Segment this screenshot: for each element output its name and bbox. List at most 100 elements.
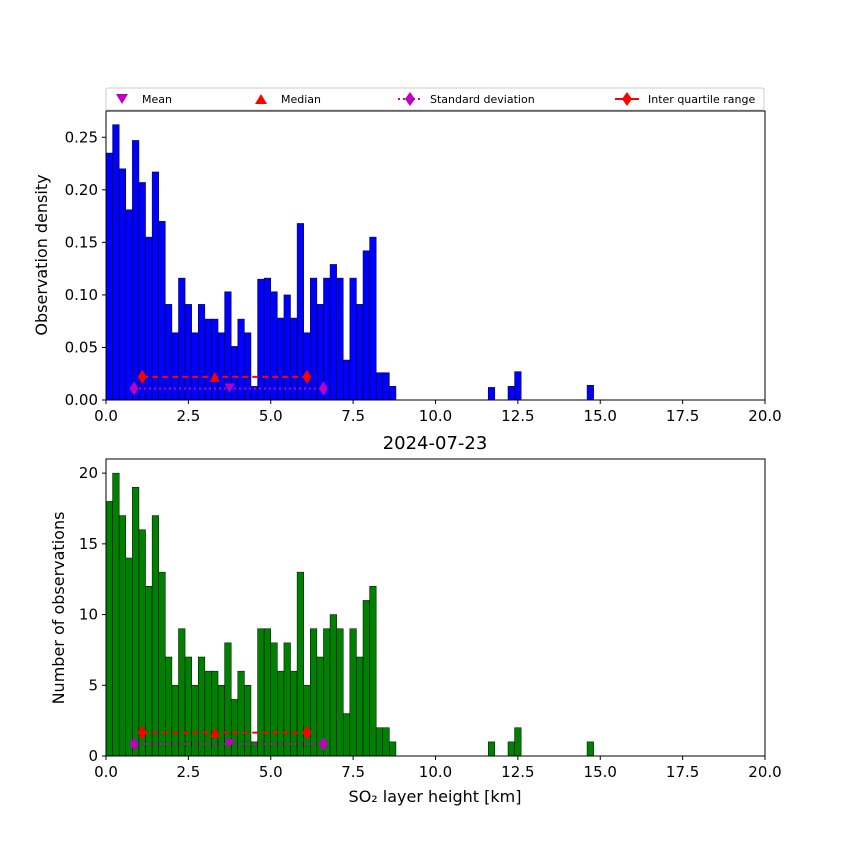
count-bar: [375, 727, 384, 757]
density-bar: [230, 346, 239, 401]
count-bar: [507, 741, 515, 757]
count-bar: [237, 670, 245, 757]
density-y-tick-label: 0.00: [65, 391, 98, 409]
count-bar: [349, 628, 357, 757]
density-mean-marker: [224, 383, 235, 393]
density-y-axis-label: Observation density: [32, 174, 51, 335]
density-bar: [165, 304, 173, 401]
density-y-tick-label: 0.25: [65, 128, 98, 146]
density-bar: [158, 221, 166, 401]
count-bar: [356, 656, 364, 757]
density-bar: [257, 278, 265, 401]
density-histogram-panel: 0.0 2.5 5.0 7.5 10.0 12.5 15.0 17.5 20.0 0.000.0…: [32, 110, 782, 425]
count-bar: [244, 685, 252, 757]
count-bar: [165, 656, 173, 757]
density-bar: [514, 371, 522, 401]
count-std-marker: [318, 736, 328, 751]
count-bar: [151, 515, 159, 757]
density-bar: [138, 182, 146, 401]
density-x-tick-label: 0.0: [94, 407, 118, 425]
count-bar: [145, 586, 153, 757]
density-x-tick-label: 5.0: [259, 407, 283, 425]
density-std-marker: [129, 381, 139, 396]
density-bar: [336, 277, 344, 401]
density-bar: [586, 385, 594, 401]
density-bar: [389, 386, 397, 401]
count-bar: [138, 529, 146, 757]
density-bar: [132, 140, 140, 401]
count-bar: [105, 501, 113, 757]
density-bar: [356, 304, 364, 401]
count-x-ticks: 0.0 2.5 5.0 7.5 10.0 12.5 15.0 17.5 20.0: [94, 756, 782, 781]
count-y-tick-label: 15: [79, 535, 98, 553]
density-bar: [507, 386, 515, 401]
count-bar: [112, 472, 120, 757]
count-iqr-marker: [302, 725, 312, 740]
density-bar: [270, 291, 278, 401]
count-y-tick-label: 5: [88, 676, 98, 694]
density-std-marker: [318, 381, 328, 396]
density-statistics: [129, 369, 328, 396]
count-x-tick-label: 10.0: [419, 763, 452, 781]
density-bar: [105, 152, 113, 401]
count-x-tick-label: 15.0: [584, 763, 617, 781]
count-x-tick-label: 17.5: [666, 763, 699, 781]
count-x-tick-label: 0.0: [94, 763, 118, 781]
count-median-marker: [209, 727, 220, 738]
legend-frame: [105, 87, 765, 111]
count-x-tick-label: 20.0: [748, 763, 781, 781]
density-bar: [310, 277, 318, 401]
count-bar: [382, 727, 390, 757]
density-x-tick-label: 7.5: [341, 407, 365, 425]
density-x-tick-label: 15.0: [584, 407, 617, 425]
count-bar: [198, 656, 206, 757]
density-iqr-marker: [302, 369, 312, 384]
count-bar: [125, 557, 133, 757]
count-bar: [303, 685, 311, 757]
density-bar: [145, 236, 153, 401]
density-bar: [349, 277, 357, 401]
legend-mean-marker: [116, 94, 128, 104]
count-bar: [389, 741, 397, 757]
legend-std-label: Standard deviation: [430, 93, 535, 106]
density-bar: [244, 332, 252, 401]
count-bar: [369, 586, 377, 757]
count-bar: [132, 487, 140, 757]
density-x-tick-label: 12.5: [501, 407, 534, 425]
count-bar: [178, 628, 186, 757]
density-x-tick-label: 2.5: [176, 407, 200, 425]
count-bar: [158, 571, 166, 757]
density-y-tick-label: 0.10: [65, 286, 98, 304]
density-y-tick-label: 0.05: [65, 338, 98, 356]
count-y-tick-label: 10: [79, 606, 98, 624]
count-x-tick-label: 2.5: [176, 763, 200, 781]
count-bar: [283, 642, 291, 757]
count-iqr-marker: [137, 725, 147, 740]
count-x-tick-label: 7.5: [341, 763, 365, 781]
legend-iqr-marker: [622, 92, 632, 106]
density-bar: [178, 277, 186, 401]
density-bar: [184, 304, 192, 401]
density-bar: [263, 277, 272, 401]
density-bar: [151, 171, 159, 401]
count-std-marker: [129, 736, 139, 751]
density-bar: [191, 332, 199, 401]
count-bar: [362, 600, 370, 757]
density-bar: [290, 317, 298, 401]
count-chart-title: 2024-07-23: [383, 433, 488, 454]
legend-median-label: Median: [281, 93, 321, 106]
count-y-tick-label: 0: [88, 747, 98, 765]
count-y-tick-label: 20: [79, 464, 98, 482]
count-bar: [191, 685, 199, 757]
count-bar: [342, 713, 351, 757]
count-bar: [310, 628, 318, 757]
density-bar: [487, 387, 496, 401]
density-median-marker: [209, 371, 220, 382]
count-bar: [487, 741, 496, 757]
density-bar: [171, 332, 179, 401]
density-bar: [369, 236, 377, 401]
count-x-tick-label: 5.0: [259, 763, 283, 781]
density-bar: [303, 332, 311, 401]
density-bar: [382, 372, 390, 401]
density-bar: [375, 372, 384, 401]
